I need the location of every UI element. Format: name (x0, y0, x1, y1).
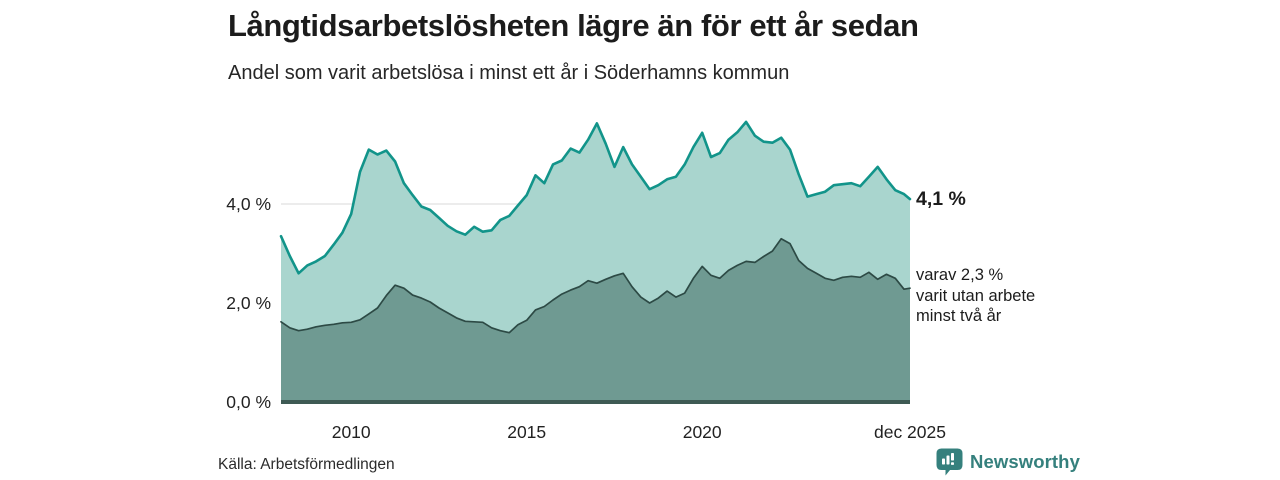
source-label: Källa: Arbetsförmedlingen (218, 456, 395, 473)
x-tick-label: dec 2025 (874, 422, 946, 442)
series-line-1 (280, 237, 911, 334)
two-year-annotation: varav 2,3 % varit utan arbete minst två … (916, 265, 1035, 327)
chart-subtitle: Andel som varit arbetslösa i minst ett å… (228, 62, 790, 84)
x-tick-label: 2010 (332, 422, 371, 442)
newsworthy-brand: Newsworthy (936, 448, 1080, 476)
two-year-annotation-line1: varav 2,3 % (916, 266, 1004, 284)
y-tick-label: 0,0 % (226, 392, 271, 412)
x-tick-label: 2015 (507, 422, 546, 442)
two-year-annotation-line3: minst två år (916, 307, 1002, 325)
newsworthy-wordmark: Newsworthy (970, 451, 1080, 472)
chart-title: Långtidsarbetslösheten lägre än för ett … (228, 8, 919, 43)
y-tick-label: 4,0 % (226, 194, 271, 214)
latest-value-label: 4,1 % (916, 188, 966, 210)
y-tick-label: 2,0 % (226, 293, 271, 313)
series-area-1 (281, 238, 910, 402)
x-tick-label: 2020 (683, 422, 722, 442)
newsworthy-logo-icon (936, 448, 963, 476)
series-line-0 (279, 120, 912, 275)
two-year-annotation-line2: varit utan arbete (916, 286, 1036, 305)
